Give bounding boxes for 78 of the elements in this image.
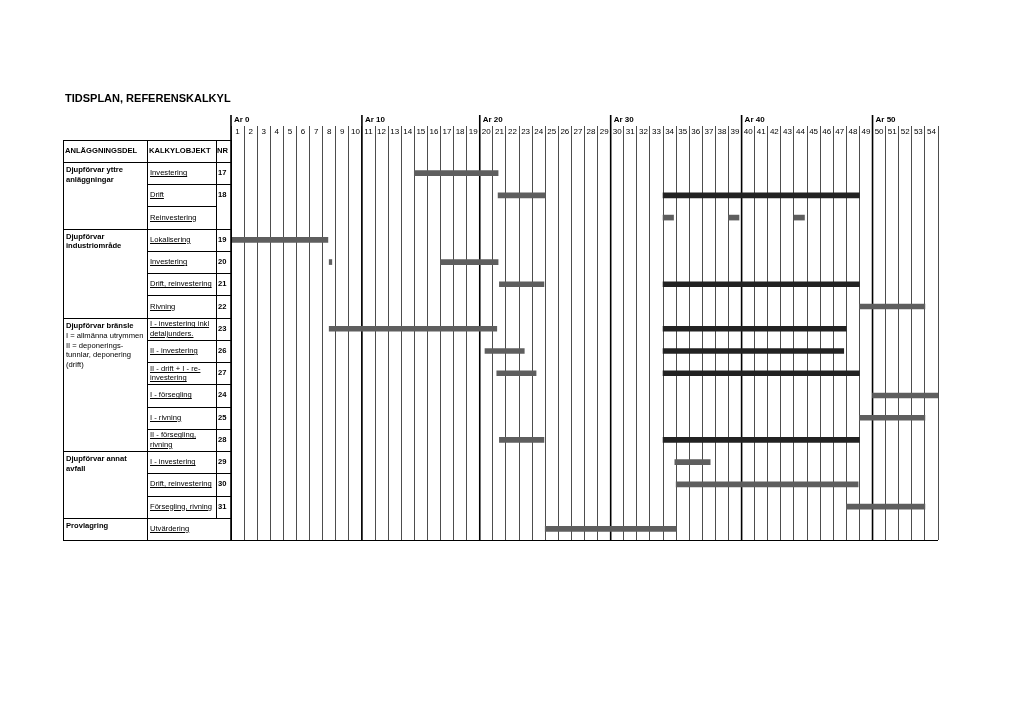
ref-line-label: Ar 40 bbox=[744, 115, 766, 125]
x-tick-label: 20 bbox=[481, 127, 492, 137]
bar bbox=[440, 259, 499, 265]
bar bbox=[328, 259, 333, 265]
x-tick-label: 30 bbox=[612, 127, 623, 137]
x-tick-label: 42 bbox=[769, 127, 780, 137]
x-tick-label: 17 bbox=[442, 127, 453, 137]
x-tick-label: 23 bbox=[521, 127, 531, 137]
bar bbox=[413, 170, 499, 176]
x-tick-label: 53 bbox=[913, 127, 924, 137]
x-tick-label: 7 bbox=[313, 127, 319, 137]
x-tick-label: 9 bbox=[340, 127, 346, 137]
x-tick-label: 29 bbox=[599, 127, 610, 137]
x-tick-label: 46 bbox=[822, 127, 832, 137]
bar bbox=[662, 370, 860, 377]
x-tick-label: 11 bbox=[364, 127, 374, 137]
x-tick-label: 22 bbox=[508, 127, 518, 137]
x-tick-label: 41 bbox=[756, 127, 767, 137]
x-tick-label: 25 bbox=[547, 127, 557, 137]
x-tick-label: 44 bbox=[796, 127, 806, 137]
x-tick-label: 26 bbox=[560, 127, 570, 137]
x-tick-label: 1 bbox=[235, 127, 241, 137]
x-tick-label: 5 bbox=[287, 127, 293, 137]
x-tick-label: 12 bbox=[377, 127, 387, 137]
x-tick-label: 10 bbox=[350, 127, 361, 137]
bar bbox=[859, 414, 926, 421]
x-tick-label: 48 bbox=[848, 127, 858, 137]
x-tick-label: 54 bbox=[927, 127, 937, 137]
x-tick-label: 45 bbox=[809, 127, 819, 137]
bar bbox=[484, 348, 525, 354]
x-tick-label: 35 bbox=[678, 127, 688, 137]
x-tick-label: 51 bbox=[887, 127, 898, 137]
x-tick-label: 33 bbox=[652, 127, 662, 137]
x-tick-label: 38 bbox=[717, 127, 727, 137]
x-tick-label: 49 bbox=[861, 127, 871, 137]
bar bbox=[544, 526, 677, 532]
bar bbox=[499, 437, 545, 443]
bar bbox=[662, 281, 860, 288]
x-tick-label: 16 bbox=[429, 127, 439, 137]
bar bbox=[662, 437, 860, 443]
chart-title: TIDSPLAN, REFERENSKALKYL bbox=[65, 92, 231, 105]
x-tick-label: 37 bbox=[704, 127, 714, 137]
x-tick-label: 2 bbox=[248, 127, 254, 137]
x-tick-label: 13 bbox=[390, 127, 400, 137]
x-tick-label: 18 bbox=[455, 127, 466, 137]
x-tick-label: 21 bbox=[494, 127, 505, 137]
x-tick-label: 39 bbox=[730, 127, 741, 137]
ref-line-label: Ar 20 bbox=[482, 115, 504, 125]
x-tick-label: 6 bbox=[300, 127, 306, 137]
bar bbox=[674, 459, 711, 466]
x-tick-label: 50 bbox=[874, 127, 885, 137]
x-tick-label: 40 bbox=[743, 127, 754, 137]
x-tick-label: 4 bbox=[274, 127, 280, 137]
x-tick-label: 27 bbox=[573, 127, 583, 137]
x-tick-label: 28 bbox=[586, 127, 597, 137]
x-tick-label: 34 bbox=[665, 127, 675, 137]
x-tick-label: 47 bbox=[835, 127, 845, 137]
x-tick-label: 8 bbox=[326, 127, 332, 137]
x-tick-label: 31 bbox=[625, 127, 636, 137]
bar bbox=[499, 281, 545, 288]
x-tick-label: 14 bbox=[403, 127, 413, 137]
ref-line-label: Ar 0 bbox=[234, 115, 251, 125]
x-tick-label: 19 bbox=[468, 127, 479, 137]
x-tick-label: 52 bbox=[900, 127, 911, 137]
x-tick-label: 32 bbox=[638, 127, 649, 137]
bar bbox=[328, 325, 498, 332]
x-tick-label: 43 bbox=[782, 127, 793, 137]
ref-line-label: Ar 30 bbox=[613, 115, 635, 125]
ref-line-label: Ar 10 bbox=[364, 115, 386, 125]
x-tick-label: 36 bbox=[691, 127, 701, 137]
bar bbox=[231, 236, 329, 243]
bar bbox=[496, 370, 537, 377]
x-tick-label: 15 bbox=[416, 127, 426, 137]
bar bbox=[662, 348, 845, 354]
x-tick-label: 24 bbox=[534, 127, 544, 137]
ref-line-label: Ar 50 bbox=[875, 115, 897, 125]
x-tick-label: 3 bbox=[261, 127, 267, 137]
bar bbox=[662, 325, 847, 332]
